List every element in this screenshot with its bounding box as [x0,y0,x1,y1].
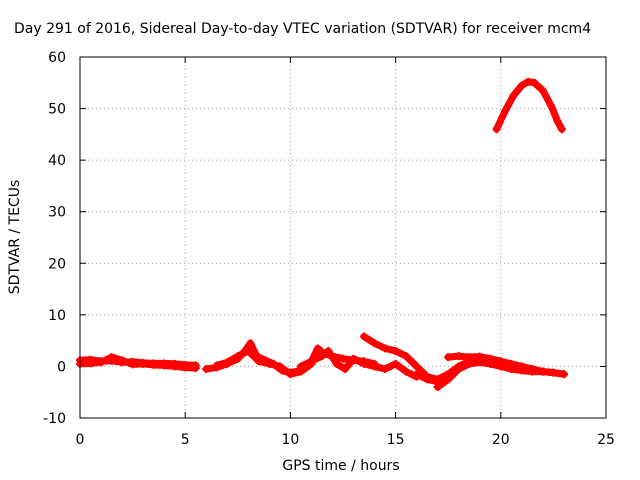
y-tick-label: 0 [57,359,66,375]
series-trace [213,347,315,378]
data-point [553,117,562,126]
x-tick-label: 20 [492,432,510,448]
data-point [202,365,211,374]
data-point [454,352,463,361]
data-point [370,362,379,371]
data-point [275,362,284,371]
series-satellite-track-2 [76,353,200,372]
data-point [324,346,333,355]
data-point [509,91,518,100]
data-point [170,362,179,371]
y-tick-label: -10 [43,411,66,427]
data-point [307,357,316,366]
data-point [244,346,253,355]
data-point [517,81,526,90]
data-point [370,339,379,348]
data-point [360,332,369,341]
data-point [549,368,558,377]
x-tick-label: 5 [181,432,190,448]
data-point [233,352,242,361]
y-tick-label: 40 [48,153,66,169]
x-tick-label: 15 [387,432,405,448]
data-point [97,358,106,367]
data-point [433,383,442,392]
data-point [528,367,537,376]
data-point [381,365,390,374]
data-point [454,365,463,374]
data-point [86,359,95,368]
data-point [412,370,421,379]
data-point [402,367,411,376]
data-point [475,358,484,367]
data-point [212,361,221,370]
data-point [559,370,568,379]
y-tick-label: 50 [48,102,66,118]
data-point [332,359,341,368]
plot-frame [79,56,607,419]
data-point [265,359,274,368]
chart-title: Day 291 of 2016, Sidereal Day-to-day VTE… [14,21,591,37]
data-point [391,359,400,368]
data-point [296,362,305,371]
data-point [286,370,295,379]
data-point [381,344,390,353]
data-point [530,78,539,87]
data-point [524,77,533,86]
x-tick-label: 10 [281,432,299,448]
data-point [317,352,326,361]
data-point [444,353,453,362]
data-point [402,352,411,361]
data-point [128,360,137,369]
data-point [313,344,322,353]
data-point [107,353,116,362]
data-point [557,125,566,134]
data-point [191,363,200,372]
data-point [465,353,474,362]
data-point [246,339,255,348]
y-tick-label: 60 [48,50,66,66]
data-point [118,356,127,365]
data-point [423,375,432,384]
data-point [391,346,400,355]
data-series [76,77,568,392]
data-point [341,365,350,374]
data-point [538,367,547,376]
data-point [465,359,474,368]
x-axis-ticks: 0 5 10 15 20 25 [76,57,615,448]
x-axis-label: GPS time / hours [282,458,399,474]
data-point [538,86,547,95]
data-point [223,358,232,367]
data-point [139,359,148,368]
data-point [412,362,421,371]
data-point [149,360,158,369]
data-point [181,363,190,372]
series-satellite-track-6 [307,346,421,381]
data-point [349,354,358,363]
data-point [486,359,495,368]
y-axis-ticks: -10 0 10 20 30 40 50 60 [43,50,606,427]
y-axis-label: SDTVAR / TECUs [7,180,23,295]
data-point [517,366,526,375]
data-point [547,101,556,110]
data-point [360,359,369,368]
data-point [496,362,505,371]
series-satellite-track-7 [360,332,453,384]
data-point [339,354,347,363]
series-satellite-track-10 [433,358,568,392]
data-point [492,125,501,134]
data-point [444,375,453,384]
x-tick-label: 0 [76,432,85,448]
series-satellite-track-11 [492,77,566,134]
x-tick-label: 25 [597,432,615,448]
y-tick-label: 20 [48,256,66,272]
data-point [254,357,263,366]
data-point [507,365,516,374]
y-tick-label: 30 [48,205,66,221]
data-point [160,361,169,370]
y-tick-label: 10 [48,308,66,324]
data-point [501,107,510,116]
